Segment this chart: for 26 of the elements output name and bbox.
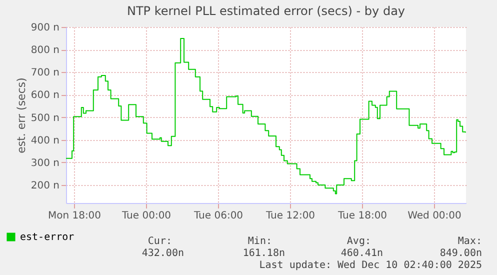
y-tick-label: 700 n [30, 68, 60, 79]
chart-title: NTP kernel PLL estimated error (secs) - by day [126, 4, 406, 18]
text: Last update: Wed Dec 10 02:40:00 2025 [259, 260, 482, 271]
x-tick-label: Tue 18:00 [336, 210, 388, 222]
y-tick-label: 500 n [30, 112, 60, 124]
text: 849.00n [440, 248, 482, 259]
x-tick-label: Wed 00:00 [408, 210, 462, 222]
x-tick-label: Tue 00:00 [120, 210, 172, 222]
text: Min: [248, 236, 272, 247]
text: Max: [458, 236, 482, 247]
y-tick-label: 400 n [30, 135, 60, 146]
text: Avg: [346, 236, 371, 247]
y-tick-label: 900 n [30, 22, 60, 34]
legend-label: est-error [20, 232, 74, 243]
text: Cur: [148, 236, 172, 247]
y-tick-label: 600 n [30, 90, 60, 102]
text: 432.00n [142, 248, 184, 259]
x-tick-label: Tue 06:00 [192, 210, 244, 222]
y-tick-label: 800 n [30, 45, 60, 56]
y-axis-title: est. err (secs) [14, 78, 28, 154]
y-tick-label: 300 n [30, 158, 60, 169]
x-tick-label: Tue 12:00 [264, 210, 316, 222]
y-tick-label: 200 n [30, 180, 60, 192]
text: 161.18n [242, 248, 285, 259]
text: 460.41n [340, 248, 383, 259]
x-tick-label: Mon 18:00 [48, 210, 102, 222]
